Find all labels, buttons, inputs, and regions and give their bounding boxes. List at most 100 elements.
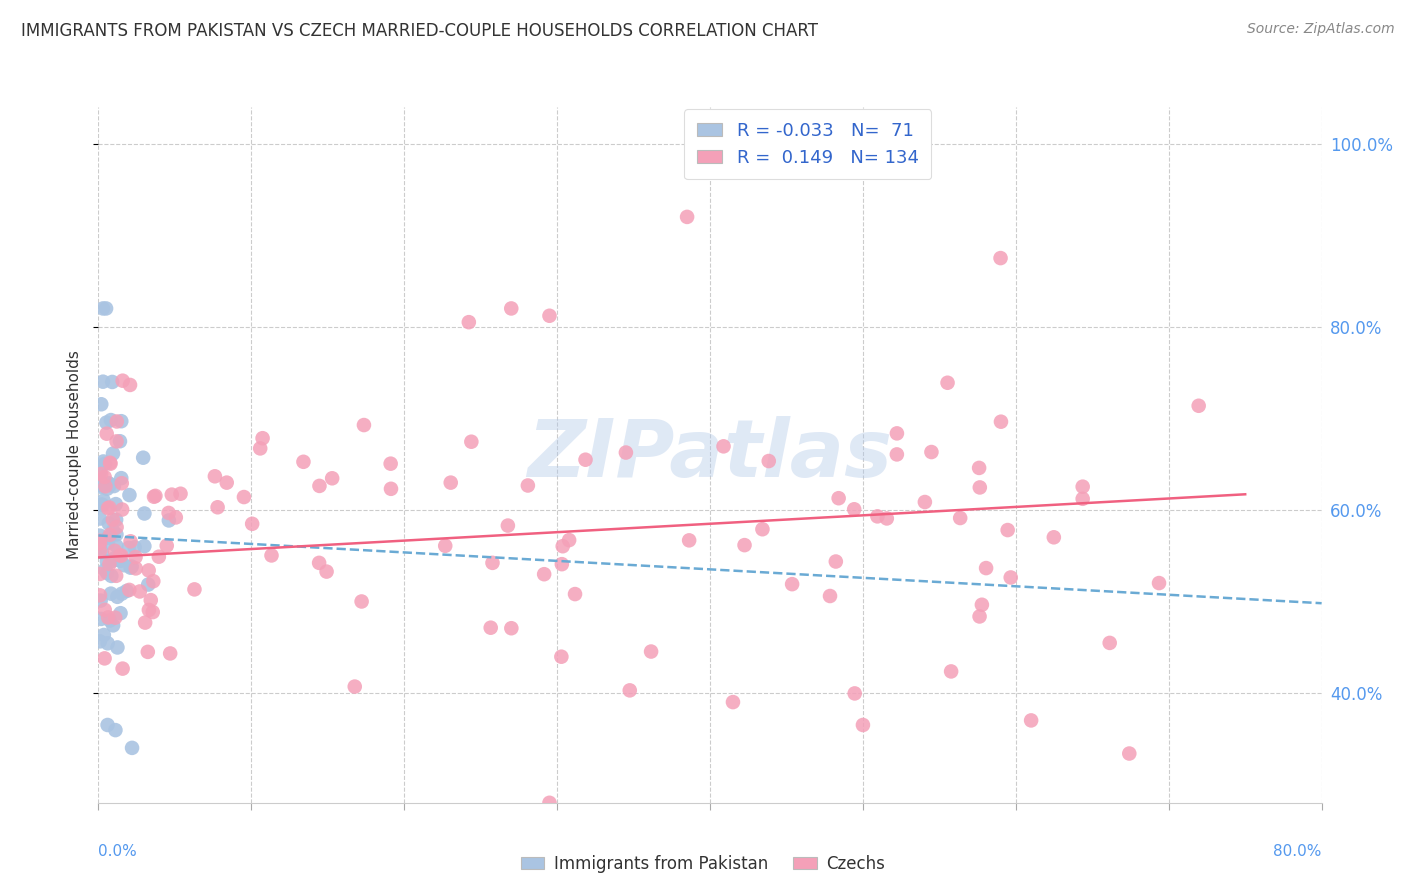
Point [138, 603, 160, 617]
Point [128, 584, 150, 599]
Point [780, 577, 803, 591]
Point [91, 375, 114, 389]
Point [101, 554, 124, 568]
Point [343, 680, 366, 694]
Point [824, 555, 846, 569]
Point [914, 495, 936, 509]
Point [939, 665, 962, 679]
Point [558, 533, 581, 547]
Point [876, 511, 898, 525]
Point [125, 561, 148, 575]
Point [145, 489, 167, 503]
Point [97, 718, 120, 732]
Point [117, 541, 139, 555]
Point [138, 563, 160, 577]
Point [969, 609, 991, 624]
Point [183, 582, 205, 597]
Point [89, 541, 111, 555]
Point [533, 567, 555, 582]
Point [91, 454, 114, 468]
Point [101, 447, 124, 461]
Point [104, 497, 127, 511]
Point [350, 594, 373, 608]
Text: IMMIGRANTS FROM PAKISTAN VS CZECH MARRIED-COUPLE HOUSEHOLDS CORRELATION CHART: IMMIGRANTS FROM PAKISTAN VS CZECH MARRIE… [21, 22, 818, 40]
Point [111, 587, 134, 601]
Point [990, 415, 1012, 429]
Point [104, 723, 127, 738]
Point [142, 574, 165, 589]
Point [538, 796, 561, 810]
Point [619, 683, 641, 698]
Point [101, 618, 124, 632]
Point [96, 416, 118, 430]
Point [112, 558, 135, 573]
Point [89, 533, 111, 548]
Y-axis label: Married-couple Households: Married-couple Households [67, 351, 83, 559]
Point [844, 686, 866, 700]
Point [550, 649, 572, 664]
Point [308, 556, 330, 570]
Point [98, 614, 121, 628]
Point [321, 471, 343, 485]
Point [111, 476, 134, 491]
Point [89, 566, 111, 581]
Point [105, 539, 128, 553]
Point [93, 493, 115, 508]
Point [97, 610, 120, 624]
Point [1000, 570, 1022, 584]
Point [94, 457, 117, 471]
Point [132, 450, 155, 465]
Point [89, 588, 111, 602]
Point [91, 301, 114, 316]
Point [98, 528, 121, 542]
Point [380, 457, 402, 471]
Point [90, 467, 112, 481]
Point [974, 561, 997, 575]
Point [120, 534, 142, 549]
Text: 0.0%: 0.0% [98, 845, 138, 859]
Point [90, 498, 112, 512]
Point [105, 569, 128, 583]
Point [89, 538, 111, 552]
Point [90, 480, 112, 494]
Point [97, 516, 120, 531]
Point [207, 500, 229, 515]
Point [108, 434, 131, 449]
Point [1098, 636, 1121, 650]
Point [100, 587, 122, 601]
Point [160, 488, 183, 502]
Point [1071, 491, 1094, 506]
Point [827, 491, 849, 506]
Point [249, 442, 271, 456]
Text: 80.0%: 80.0% [1274, 845, 1322, 859]
Point [157, 513, 180, 527]
Point [93, 628, 115, 642]
Point [1019, 714, 1042, 728]
Point [496, 518, 519, 533]
Point [105, 434, 128, 449]
Point [936, 376, 959, 390]
Point [100, 457, 122, 471]
Point [866, 509, 889, 524]
Point [93, 470, 115, 484]
Point [157, 506, 180, 520]
Text: ZIPatlas: ZIPatlas [527, 416, 893, 494]
Point [204, 469, 226, 483]
Point [89, 528, 111, 542]
Point [96, 554, 118, 568]
Point [115, 583, 138, 598]
Point [93, 651, 115, 665]
Point [124, 549, 146, 564]
Point [91, 498, 114, 512]
Point [751, 522, 773, 536]
Point [990, 251, 1012, 265]
Point [120, 560, 142, 574]
Point [481, 556, 503, 570]
Point [97, 476, 120, 491]
Point [215, 475, 238, 490]
Point [886, 426, 908, 441]
Point [110, 606, 132, 620]
Point [713, 439, 735, 453]
Point [479, 621, 502, 635]
Point [110, 554, 132, 568]
